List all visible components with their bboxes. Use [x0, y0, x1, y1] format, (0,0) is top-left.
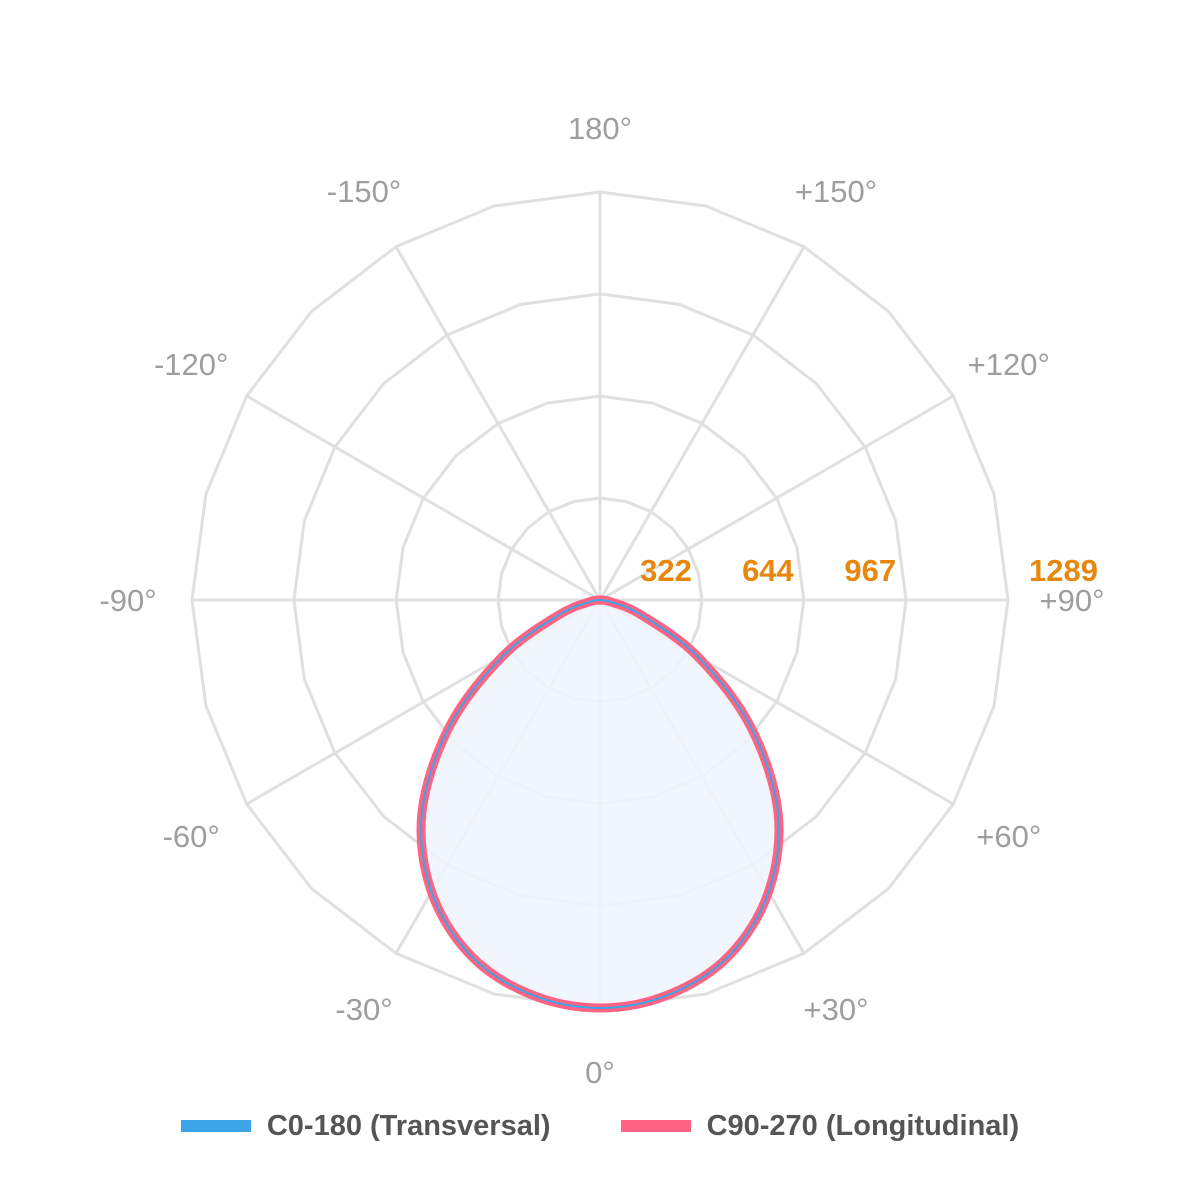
radial-tick-label-2: 644 — [742, 553, 794, 588]
legend-label-longitudinal: C90-270 (Longitudinal) — [706, 1109, 1020, 1142]
legend-swatch-transversal — [180, 1120, 251, 1132]
radial-tick-label-4: 1289 — [1029, 553, 1098, 588]
legend: C0-180 (Transversal) C90-270 (Longitudin… — [0, 1104, 1200, 1148]
angle-label-30: +30° — [804, 992, 869, 1027]
angle-label-60: +60° — [976, 819, 1041, 854]
legend-swatch-longitudinal — [620, 1120, 691, 1132]
grid-spoke-210 — [394, 245, 602, 601]
radial-tick-label-3: 967 — [844, 553, 896, 588]
angle-labels: 180° +150° +120° +90° +60° +30° 0° -30° -60° -90°… — [99, 111, 1104, 1090]
radial-tick-labels: 322 644 967 1289 — [640, 553, 1098, 588]
angle-label-neg120: -120° — [154, 347, 228, 382]
grid-spoke-120 — [599, 394, 955, 602]
legend-item-longitudinal[interactable]: C90-270 (Longitudinal) — [620, 1109, 1020, 1143]
curve-fill — [421, 600, 779, 1008]
angle-label-0: 0° — [585, 1055, 615, 1090]
angle-label-180: 180° — [568, 111, 632, 146]
angle-label-neg150: -150° — [327, 174, 401, 209]
angle-label-120: +120° — [968, 347, 1050, 382]
radial-tick-label-1: 322 — [640, 553, 692, 588]
angle-label-neg60: -60° — [163, 819, 220, 854]
grid-spoke-240 — [245, 394, 601, 602]
legend-item-transversal[interactable]: C0-180 (Transversal) — [180, 1109, 551, 1143]
legend-label-transversal: C0-180 (Transversal) — [266, 1109, 551, 1142]
grid-spoke-150 — [598, 245, 806, 601]
angle-label-neg30: -30° — [335, 992, 392, 1027]
angle-label-150: +150° — [795, 174, 877, 209]
angle-label-90: +90° — [1040, 583, 1105, 618]
curve-c0-180 — [420, 599, 780, 1009]
intensity-curves — [416, 595, 784, 1013]
angle-label-neg90: -90° — [99, 583, 156, 618]
